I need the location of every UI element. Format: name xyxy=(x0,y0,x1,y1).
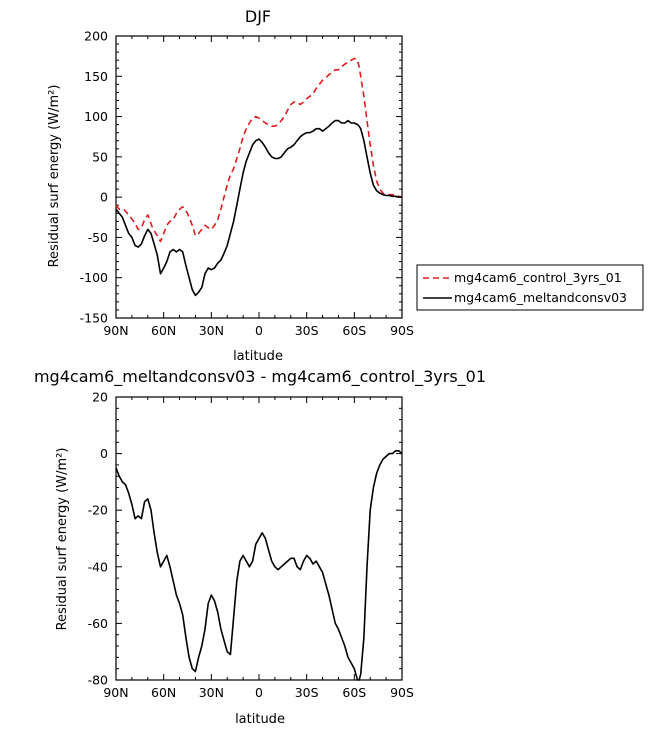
x-tick-label: 60N xyxy=(151,685,176,700)
y-tick-label: -50 xyxy=(88,230,108,245)
y-tick-label: 50 xyxy=(92,149,108,164)
series-line-0 xyxy=(115,449,403,681)
legend-box xyxy=(416,264,644,311)
y-tick-label: -20 xyxy=(88,503,108,518)
top-panel: DJF 90N 60N 30N 0 30S 60S 90S -150 -100 -50 0 50 100… xyxy=(47,7,414,364)
bottom-chart-title: mg4cam6_meltandconsv03 - mg4cam6_control… xyxy=(34,367,486,387)
y-tick-label: -100 xyxy=(80,270,108,285)
x-tick-label: 60S xyxy=(342,685,366,700)
series-line-0 xyxy=(115,57,403,243)
y-tick-label: 150 xyxy=(84,69,108,84)
x-tick-label: 30N xyxy=(199,323,224,338)
bottom-y-axis-label: Residual surf energy (W/m²) xyxy=(55,448,70,631)
legend-label-control: mg4cam6_control_3yrs_01 xyxy=(454,270,622,285)
x-tick-label: 60S xyxy=(342,323,366,338)
y-tick-label: -80 xyxy=(88,673,108,688)
y-tick-label: 0 xyxy=(100,190,108,205)
bottom-x-axis-label: latitude xyxy=(235,712,285,727)
y-tick-label: 0 xyxy=(100,446,108,461)
y-tick-label: 100 xyxy=(84,109,108,124)
x-tick-label: 90N xyxy=(103,323,128,338)
plot-frame xyxy=(115,35,403,319)
x-tick-label: 0 xyxy=(255,685,263,700)
x-tick-label: 30S xyxy=(295,685,319,700)
top-x-axis-label: latitude xyxy=(233,349,283,364)
top-chart-title: DJF xyxy=(245,7,271,26)
bottom-plot-area: 90N 60N 30N 0 30S 60S 90S -80 -60 -40 -20 0 20 xyxy=(88,390,414,701)
x-tick-label: 30S xyxy=(295,323,319,338)
x-tick-label: 30N xyxy=(199,685,224,700)
y-tick-label: -40 xyxy=(88,559,108,574)
x-tick-label: 60N xyxy=(151,323,176,338)
y-tick-label: 20 xyxy=(92,390,108,405)
x-tick-label: 0 xyxy=(255,323,263,338)
top-plot-area: 90N 60N 30N 0 30S 60S 90S -150 -100 -50 0 50 100 150 2… xyxy=(80,29,414,339)
y-tick-label: -60 xyxy=(88,616,108,631)
x-tick-label: 90S xyxy=(390,323,414,338)
series-line-1 xyxy=(115,119,402,297)
legend-label-meltandconsv: mg4cam6_meltandconsv03 xyxy=(454,290,627,305)
y-tick-label: -150 xyxy=(80,311,108,326)
bottom-panel: mg4cam6_meltandconsv03 - mg4cam6_control… xyxy=(34,367,486,727)
x-tick-label: 90N xyxy=(103,685,128,700)
legend: mg4cam6_control_3yrs_01 mg4cam6_meltandc… xyxy=(416,264,644,311)
y-tick-label: 200 xyxy=(84,29,108,44)
top-y-axis-label: Residual surf energy (W/m²) xyxy=(47,85,62,268)
x-tick-label: 90S xyxy=(390,685,414,700)
